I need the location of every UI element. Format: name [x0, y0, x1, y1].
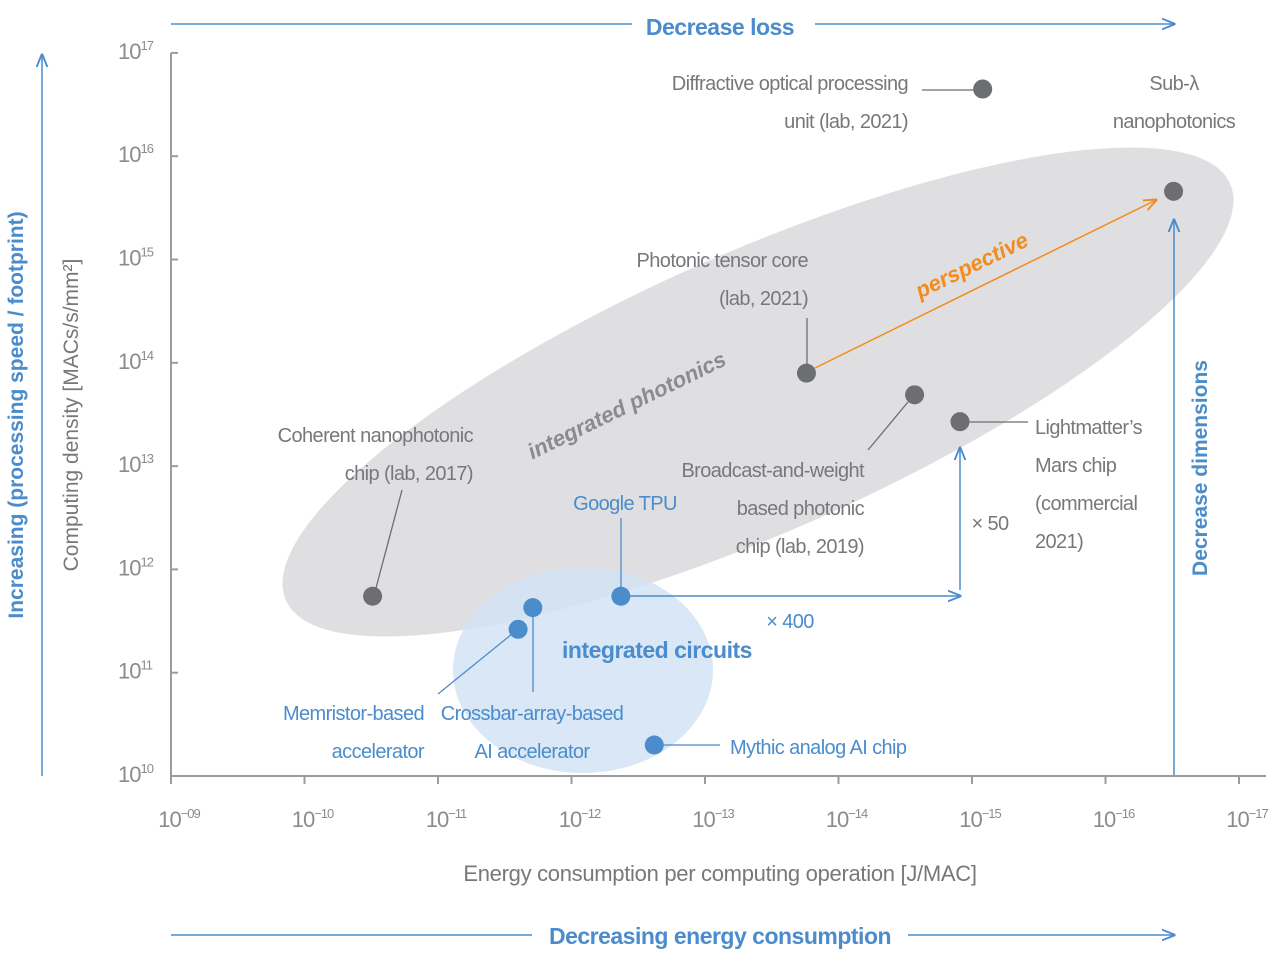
y-tick-label: 1016	[118, 141, 154, 167]
crossbar-point	[523, 598, 543, 618]
lightmatter-point	[950, 412, 970, 432]
y-tick-label: 1012	[118, 554, 154, 580]
y-tick-label: 1010	[118, 761, 154, 787]
diffractive-label: unit (lab, 2021)	[784, 111, 908, 133]
lightmatter-label: Lightmatter’s	[1035, 417, 1143, 439]
sublambda-point	[1164, 181, 1184, 201]
x-tick-label: 10−16	[1093, 806, 1135, 832]
broadcast-label: chip (lab, 2019)	[736, 536, 864, 558]
x-tick-label: 10−17	[1226, 806, 1268, 832]
y-axis-title: Computing density [MACs/s/mm²]	[60, 259, 83, 572]
memristor-label: accelerator	[332, 741, 425, 763]
broadcast-label: Broadcast-and-weight	[681, 460, 865, 482]
coherent-point	[363, 586, 383, 606]
sublambda-label: nanophotonics	[1113, 111, 1236, 133]
lightmatter-label: 2021)	[1035, 531, 1083, 553]
tpu-label: Google TPU	[573, 493, 677, 515]
coherent-label: Coherent nanophotonic	[278, 425, 474, 447]
increasing-speed-label: Increasing (processing speed / footprint…	[5, 211, 28, 618]
x-tick-label: 10−09	[158, 806, 200, 832]
x-tick-label: 10−12	[559, 806, 601, 832]
perspective-arrow	[814, 200, 1156, 369]
broadcast-leader-line	[867, 401, 909, 451]
tpu-point	[611, 586, 631, 606]
integrated-circuits-region	[453, 567, 713, 773]
factor-50-label: × 50	[971, 513, 1009, 535]
x-axis-title: Energy consumption per computing operati…	[463, 861, 976, 886]
integrated-photonics-region	[282, 147, 1234, 637]
decrease-dimensions-label: Decrease dimensions	[1189, 360, 1212, 576]
y-tick-label: 1011	[118, 658, 153, 684]
crossbar-label: AI accelerator	[475, 741, 591, 763]
diffractive-point	[973, 79, 993, 99]
factor-400-label: × 400	[766, 611, 814, 633]
x-tick-label: 10−10	[292, 806, 334, 832]
tensor-label: (lab, 2021)	[719, 288, 808, 310]
x-tick-label: 10−11	[426, 806, 467, 832]
mythic-label: Mythic analog AI chip	[730, 737, 907, 759]
lightmatter-label: Mars chip	[1035, 455, 1117, 477]
lightmatter-label: (commercial	[1035, 493, 1137, 515]
diffractive-label: Diffractive optical processing	[672, 73, 908, 95]
memristor-leader-line	[437, 633, 513, 695]
memristor-point	[508, 619, 528, 639]
broadcast-point	[905, 385, 925, 405]
y-tick-label: 1014	[118, 348, 154, 374]
decreasing-energy-label: Decreasing energy consumption	[549, 923, 891, 949]
crossbar-label: Crossbar-array-based	[441, 703, 624, 725]
coherent-leader-line	[375, 489, 403, 589]
y-tick-label: 1013	[118, 451, 154, 477]
integrated-circuits-label: integrated circuits	[562, 637, 752, 663]
mythic-point	[644, 735, 664, 755]
coherent-label: chip (lab, 2017)	[345, 463, 473, 485]
memristor-label: Memristor-based	[283, 703, 424, 725]
x-tick-label: 10−15	[959, 806, 1001, 832]
decrease-loss-label: Decrease loss	[646, 14, 794, 40]
tensor-label: Photonic tensor core	[637, 250, 809, 272]
broadcast-label: based photonic	[737, 498, 865, 520]
x-tick-label: 10−14	[826, 806, 868, 832]
sublambda-label: Sub-λ	[1149, 73, 1199, 95]
x-tick-label: 10−13	[692, 806, 734, 832]
y-tick-label: 1017	[118, 38, 154, 64]
tensor-point	[796, 363, 816, 383]
y-tick-label: 1015	[118, 245, 154, 271]
